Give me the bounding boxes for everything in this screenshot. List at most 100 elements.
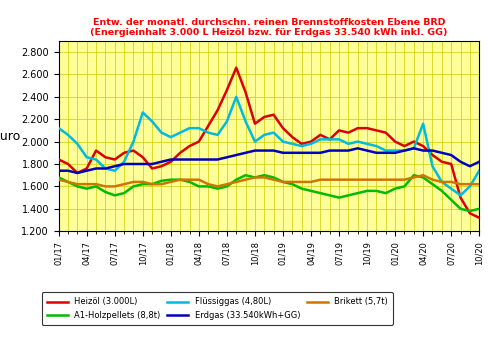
Y-axis label: Euro: Euro: [0, 130, 21, 142]
Flüssiggas (4,80L): [307, 142, 313, 146]
A1-Holzpellets (8,8t): [317, 191, 323, 195]
Erdgas (33.540kWh+GG): [65, 169, 71, 173]
Brikett (5,7t): [354, 177, 360, 182]
Flüssiggas (4,80L): [419, 122, 425, 126]
Flüssiggas (4,80L): [186, 126, 192, 130]
Heizöl (3.000L): [242, 90, 248, 95]
Heizöl (3.000L): [466, 211, 472, 215]
Erdgas (33.540kWh+GG): [270, 149, 276, 153]
Heizöl (3.000L): [224, 88, 229, 92]
A1-Holzpellets (8,8t): [112, 193, 118, 198]
Brikett (5,7t): [475, 182, 481, 186]
Heizöl (3.000L): [167, 160, 173, 164]
A1-Holzpellets (8,8t): [158, 179, 164, 183]
Brikett (5,7t): [364, 177, 369, 182]
Flüssiggas (4,80L): [280, 139, 285, 143]
Flüssiggas (4,80L): [335, 137, 341, 141]
Erdgas (33.540kWh+GG): [289, 151, 295, 155]
Brikett (5,7t): [391, 177, 397, 182]
Heizöl (3.000L): [93, 149, 99, 153]
Heizöl (3.000L): [289, 135, 295, 139]
Brikett (5,7t): [224, 182, 229, 186]
Erdgas (33.540kWh+GG): [242, 151, 248, 155]
Brikett (5,7t): [298, 180, 304, 184]
Flüssiggas (4,80L): [373, 144, 379, 148]
Erdgas (33.540kWh+GG): [121, 162, 127, 166]
Erdgas (33.540kWh+GG): [74, 171, 80, 175]
Erdgas (33.540kWh+GG): [224, 155, 229, 159]
Erdgas (33.540kWh+GG): [382, 151, 388, 155]
Flüssiggas (4,80L): [65, 133, 71, 137]
Brikett (5,7t): [93, 182, 99, 186]
A1-Holzpellets (8,8t): [475, 207, 481, 211]
A1-Holzpellets (8,8t): [214, 187, 220, 191]
Brikett (5,7t): [457, 182, 463, 186]
Brikett (5,7t): [382, 177, 388, 182]
A1-Holzpellets (8,8t): [280, 180, 285, 184]
A1-Holzpellets (8,8t): [401, 184, 407, 188]
Brikett (5,7t): [242, 177, 248, 182]
Erdgas (33.540kWh+GG): [364, 149, 369, 153]
Erdgas (33.540kWh+GG): [261, 149, 266, 153]
Brikett (5,7t): [280, 180, 285, 184]
Erdgas (33.540kWh+GG): [149, 162, 155, 166]
A1-Holzpellets (8,8t): [428, 182, 434, 186]
Brikett (5,7t): [102, 184, 108, 188]
A1-Holzpellets (8,8t): [289, 182, 295, 186]
Heizöl (3.000L): [457, 195, 463, 200]
Flüssiggas (4,80L): [56, 126, 61, 130]
Flüssiggas (4,80L): [167, 135, 173, 139]
A1-Holzpellets (8,8t): [242, 173, 248, 177]
Flüssiggas (4,80L): [289, 142, 295, 146]
Brikett (5,7t): [270, 177, 276, 182]
Brikett (5,7t): [410, 175, 416, 180]
Erdgas (33.540kWh+GG): [56, 169, 61, 173]
Flüssiggas (4,80L): [177, 131, 183, 135]
Flüssiggas (4,80L): [140, 110, 145, 115]
Brikett (5,7t): [345, 177, 350, 182]
A1-Holzpellets (8,8t): [224, 184, 229, 188]
A1-Holzpellets (8,8t): [261, 173, 266, 177]
Heizöl (3.000L): [447, 162, 453, 166]
Erdgas (33.540kWh+GG): [326, 149, 332, 153]
Erdgas (33.540kWh+GG): [298, 151, 304, 155]
Heizöl (3.000L): [140, 155, 145, 159]
Brikett (5,7t): [289, 180, 295, 184]
Brikett (5,7t): [65, 180, 71, 184]
Flüssiggas (4,80L): [438, 180, 444, 184]
Brikett (5,7t): [419, 173, 425, 177]
Heizöl (3.000L): [428, 153, 434, 157]
Brikett (5,7t): [83, 182, 89, 186]
Erdgas (33.540kWh+GG): [447, 153, 453, 157]
Brikett (5,7t): [373, 177, 379, 182]
A1-Holzpellets (8,8t): [457, 207, 463, 211]
Brikett (5,7t): [56, 177, 61, 182]
Flüssiggas (4,80L): [83, 155, 89, 159]
Brikett (5,7t): [251, 175, 257, 180]
Heizöl (3.000L): [196, 139, 202, 143]
Heizöl (3.000L): [373, 129, 379, 133]
Heizöl (3.000L): [382, 131, 388, 135]
A1-Holzpellets (8,8t): [56, 175, 61, 180]
Brikett (5,7t): [214, 184, 220, 188]
Erdgas (33.540kWh+GG): [345, 149, 350, 153]
Heizöl (3.000L): [205, 124, 211, 128]
Brikett (5,7t): [158, 182, 164, 186]
Line: Erdgas (33.540kWh+GG): Erdgas (33.540kWh+GG): [59, 148, 478, 173]
Flüssiggas (4,80L): [121, 160, 127, 164]
A1-Holzpellets (8,8t): [419, 175, 425, 180]
Erdgas (33.540kWh+GG): [410, 146, 416, 150]
Heizöl (3.000L): [419, 144, 425, 148]
Heizöl (3.000L): [251, 122, 257, 126]
Line: A1-Holzpellets (8,8t): A1-Holzpellets (8,8t): [59, 175, 478, 211]
Erdgas (33.540kWh+GG): [307, 151, 313, 155]
A1-Holzpellets (8,8t): [466, 209, 472, 213]
Erdgas (33.540kWh+GG): [158, 160, 164, 164]
Heizöl (3.000L): [102, 155, 108, 159]
Flüssiggas (4,80L): [74, 142, 80, 146]
Heizöl (3.000L): [214, 108, 220, 112]
A1-Holzpellets (8,8t): [121, 191, 127, 195]
Brikett (5,7t): [121, 182, 127, 186]
Flüssiggas (4,80L): [447, 187, 453, 191]
Heizöl (3.000L): [307, 139, 313, 143]
